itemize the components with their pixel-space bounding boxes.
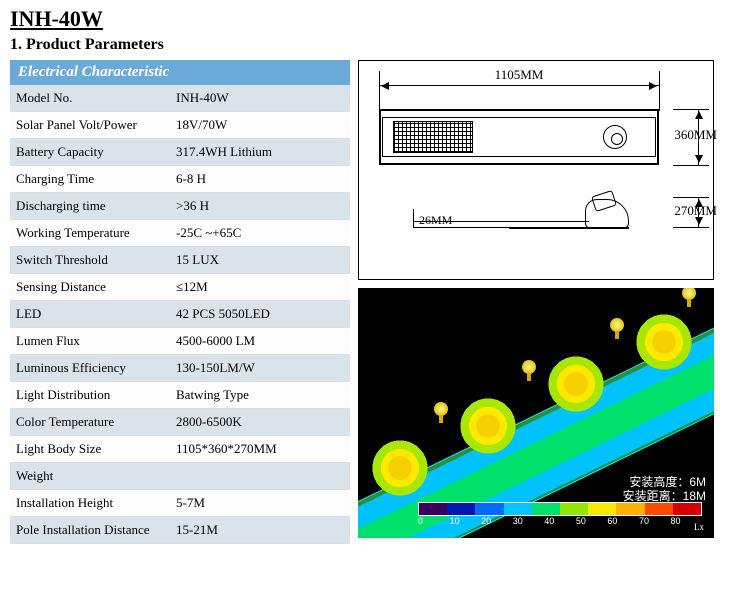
electrical-table: Electrical Characteristic Model No.INH-4… xyxy=(10,60,350,544)
param-label: Switch Threshold xyxy=(10,247,170,274)
table-row: Solar Panel Volt/Power18V/70W xyxy=(10,112,350,139)
param-value: ≤12M xyxy=(170,274,350,301)
param-value: >36 H xyxy=(170,193,350,220)
param-label: Light Distribution xyxy=(10,382,170,409)
param-label: Sensing Distance xyxy=(10,274,170,301)
table-row: Switch Threshold15 LUX xyxy=(10,247,350,274)
sensor-icon xyxy=(603,125,627,149)
lamp-icon xyxy=(522,360,536,374)
param-value: 1105*360*270MM xyxy=(170,436,350,463)
param-value: INH-40W xyxy=(170,85,350,112)
dim-thickness: 26MM xyxy=(419,213,452,228)
param-value: 42 PCS 5050LED xyxy=(170,301,350,328)
table-row: Color Temperature2800-6500K xyxy=(10,409,350,436)
section-title: 1. Product Parameters xyxy=(10,36,720,54)
mount-icon xyxy=(585,199,629,229)
param-value: -25C ~+65C xyxy=(170,220,350,247)
param-value: 4500-6000 LM xyxy=(170,328,350,355)
param-label: Charging Time xyxy=(10,166,170,193)
param-value: 5-7M xyxy=(170,490,350,517)
dim-width: 1105MM xyxy=(359,67,679,83)
param-label: Luminous Efficiency xyxy=(10,355,170,382)
lamp-icon xyxy=(682,288,696,300)
table-row: Pole Installation Distance15-21M xyxy=(10,517,350,544)
table-row: Luminous Efficiency130-150LM/W xyxy=(10,355,350,382)
table-row: Working Temperature-25C ~+65C xyxy=(10,220,350,247)
param-value: 15 LUX xyxy=(170,247,350,274)
lamp-icon xyxy=(434,402,448,416)
param-label: Solar Panel Volt/Power xyxy=(10,112,170,139)
param-value: 15-21M xyxy=(170,517,350,544)
param-label: Working Temperature xyxy=(10,220,170,247)
param-label: Weight xyxy=(10,463,170,490)
param-value: 2800-6500K xyxy=(170,409,350,436)
table-row: Light Body Size1105*360*270MM xyxy=(10,436,350,463)
technical-drawing: 1105MM 360MM 26MM 270MM xyxy=(358,60,714,280)
param-label: Color Temperature xyxy=(10,409,170,436)
light-distribution-figure: 安装高度：6M 安装距离：18M 01020304050607080 Lx xyxy=(358,288,714,538)
table-row: Model No.INH-40W xyxy=(10,85,350,112)
dim-height: 360MM xyxy=(674,127,717,143)
table-row: Battery Capacity317.4WH Lithium xyxy=(10,139,350,166)
table-row: Charging Time6-8 H xyxy=(10,166,350,193)
param-label: Model No. xyxy=(10,85,170,112)
table-row: Installation Height5-7M xyxy=(10,490,350,517)
led-array-icon xyxy=(393,121,473,153)
param-label: Pole Installation Distance xyxy=(10,517,170,544)
dim-depth: 270MM xyxy=(674,203,717,219)
param-label: Light Body Size xyxy=(10,436,170,463)
param-label: Installation Height xyxy=(10,490,170,517)
page-title: INH-40W xyxy=(10,6,720,32)
table-row: LED42 PCS 5050LED xyxy=(10,301,350,328)
param-label: Battery Capacity xyxy=(10,139,170,166)
parameters-panel: Electrical Characteristic Model No.INH-4… xyxy=(10,60,350,544)
param-value: 317.4WH Lithium xyxy=(170,139,350,166)
param-label: Lumen Flux xyxy=(10,328,170,355)
param-value xyxy=(170,463,350,490)
figure-panel: 1105MM 360MM 26MM 270MM 安装高度：6M 安装距离：18M xyxy=(358,60,718,544)
table-row: Sensing Distance≤12M xyxy=(10,274,350,301)
table-row: Lumen Flux4500-6000 LM xyxy=(10,328,350,355)
param-label: LED xyxy=(10,301,170,328)
lamp-icon xyxy=(610,318,624,332)
table-row: Light DistributionBatwing Type xyxy=(10,382,350,409)
table-header: Electrical Characteristic xyxy=(10,60,350,85)
content-row: Electrical Characteristic Model No.INH-4… xyxy=(10,60,720,544)
param-value: 130-150LM/W xyxy=(170,355,350,382)
legend-unit: Lx xyxy=(694,522,704,532)
param-value: 18V/70W xyxy=(170,112,350,139)
lux-legend: 01020304050607080 Lx xyxy=(418,502,702,530)
param-value: 6-8 H xyxy=(170,166,350,193)
param-label: Discharging time xyxy=(10,193,170,220)
table-row: Weight xyxy=(10,463,350,490)
table-row: Discharging time>36 H xyxy=(10,193,350,220)
param-value: Batwing Type xyxy=(170,382,350,409)
